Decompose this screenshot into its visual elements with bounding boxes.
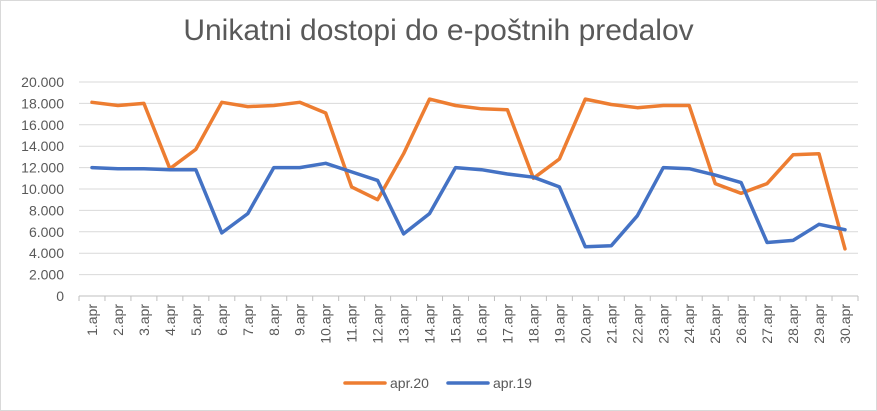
y-axis-ticks: 0 2.000 4.000 6.000 8.000 10.000 12.000 14.000 1… — [21, 74, 64, 304]
x-tick-label: 8.apr — [266, 304, 282, 336]
x-tick-label: 13.apr — [396, 304, 412, 344]
grid-lines — [79, 81, 858, 297]
x-tick-label: 30.apr — [837, 304, 853, 344]
y-tick-label: 16.000 — [21, 117, 64, 133]
x-tick-label: 20.apr — [577, 304, 593, 344]
x-tick-label: 27.apr — [759, 304, 775, 344]
y-tick-label: 6.000 — [29, 224, 64, 240]
x-tick-label: 4.apr — [162, 304, 178, 336]
x-tick-label: 3.apr — [136, 304, 152, 336]
x-tick-label: 18.apr — [525, 304, 541, 344]
legend-label: apr.20 — [390, 375, 429, 391]
x-tick-label: 24.apr — [681, 304, 697, 344]
x-tick-label: 12.apr — [370, 304, 386, 344]
x-tick-label: 16.apr — [473, 304, 489, 344]
series-lines — [90, 97, 847, 251]
x-tick-label: 28.apr — [785, 304, 801, 344]
x-tick-label: 29.apr — [811, 304, 827, 344]
x-tick-label: 15.apr — [448, 304, 464, 344]
y-tick-label: 12.000 — [21, 160, 64, 176]
y-tick-label: 2.000 — [29, 267, 64, 283]
y-tick-label: 14.000 — [21, 138, 64, 154]
x-tick-label: 2.apr — [110, 304, 126, 336]
x-tick-label: 7.apr — [240, 304, 256, 336]
x-tick-label: 14.apr — [422, 304, 438, 344]
x-tick-label: 22.apr — [629, 304, 645, 344]
y-tick-label: 18.000 — [21, 95, 64, 111]
series-line-apr.19 — [90, 161, 847, 249]
x-tick-label: 11.apr — [344, 304, 360, 343]
legend-label: apr.19 — [493, 375, 532, 391]
x-tick-label: 1.apr — [84, 304, 100, 336]
chart-title: Unikatni dostopi do e-poštnih predalov — [183, 14, 694, 47]
x-tick-label: 25.apr — [707, 304, 723, 344]
x-tick-label: 9.apr — [292, 304, 308, 336]
x-tick-label: 19.apr — [551, 304, 567, 344]
x-tick-label: 23.apr — [655, 304, 671, 344]
x-tick-label: 6.apr — [214, 304, 230, 336]
y-tick-label: 8.000 — [29, 202, 64, 218]
x-tick-label: 5.apr — [188, 304, 204, 336]
x-tick-label: 26.apr — [733, 304, 749, 344]
y-tick-label: 10.000 — [21, 181, 64, 197]
y-tick-label: 4.000 — [29, 245, 64, 261]
y-tick-label: 20.000 — [21, 74, 64, 90]
x-tick-label: 10.apr — [318, 304, 334, 344]
x-tick-label: 21.apr — [603, 304, 619, 344]
x-axis-ticks: 1.apr 2.apr 3.apr 4.apr 5.apr 6.apr 7.apr 8.apr… — [78, 296, 859, 344]
legend: apr.20 apr.19 — [343, 375, 532, 391]
series-line-apr.20 — [90, 97, 847, 251]
y-tick-label: 0 — [56, 288, 64, 304]
x-tick-label: 17.apr — [499, 304, 515, 344]
